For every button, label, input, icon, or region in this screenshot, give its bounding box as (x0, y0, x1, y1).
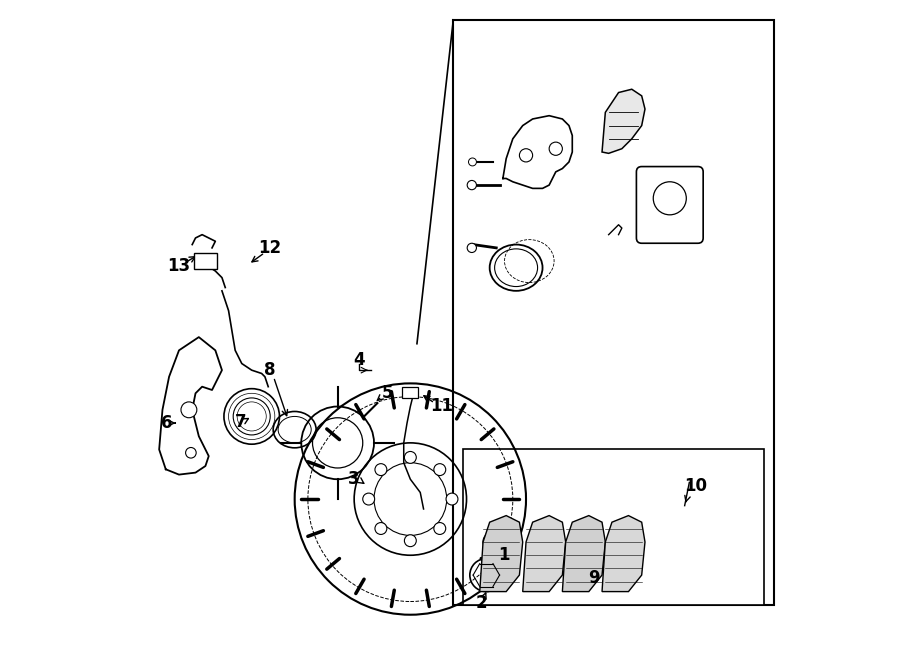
FancyBboxPatch shape (636, 167, 703, 243)
Polygon shape (562, 516, 606, 592)
Text: 5: 5 (382, 384, 393, 403)
Circle shape (375, 463, 387, 475)
Circle shape (363, 493, 374, 505)
Circle shape (434, 523, 446, 535)
FancyBboxPatch shape (454, 20, 774, 605)
Circle shape (469, 158, 476, 166)
Text: 3: 3 (348, 470, 360, 488)
FancyBboxPatch shape (464, 449, 764, 605)
Circle shape (467, 243, 476, 253)
Circle shape (404, 451, 417, 463)
Circle shape (375, 523, 387, 535)
Circle shape (549, 142, 562, 155)
Circle shape (446, 493, 458, 505)
Text: 12: 12 (258, 239, 282, 257)
Circle shape (467, 180, 476, 190)
Text: 6: 6 (161, 414, 173, 432)
Circle shape (434, 463, 446, 475)
Text: 9: 9 (589, 569, 600, 588)
Text: 7: 7 (235, 412, 247, 431)
FancyBboxPatch shape (402, 387, 418, 398)
Text: 10: 10 (684, 477, 707, 495)
Text: 1: 1 (499, 546, 510, 564)
Circle shape (404, 535, 417, 547)
Circle shape (181, 402, 197, 418)
Text: 13: 13 (167, 256, 191, 275)
Text: 11: 11 (430, 397, 454, 415)
Circle shape (519, 149, 533, 162)
FancyBboxPatch shape (194, 253, 217, 269)
Polygon shape (523, 516, 566, 592)
Polygon shape (602, 516, 645, 592)
Polygon shape (602, 89, 645, 153)
Text: 2: 2 (476, 594, 488, 612)
Circle shape (185, 447, 196, 458)
Polygon shape (480, 516, 523, 592)
Text: 4: 4 (354, 351, 365, 369)
Text: 8: 8 (265, 361, 276, 379)
